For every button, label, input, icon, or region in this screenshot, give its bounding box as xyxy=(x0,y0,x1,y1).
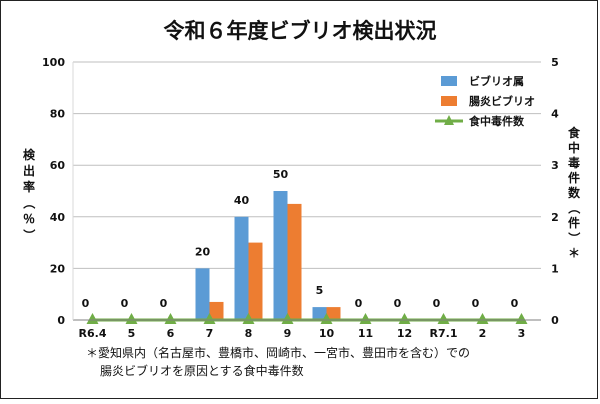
bar-vibrio xyxy=(195,268,210,320)
x-tick-label: 12 xyxy=(397,327,412,340)
line-marker xyxy=(437,313,450,324)
grid-lines xyxy=(73,61,541,269)
data-label: 40 xyxy=(234,194,250,207)
bars xyxy=(195,191,341,320)
axis-title-char: 中 xyxy=(568,140,580,155)
x-tick-label: 2 xyxy=(479,327,487,340)
axis-title-char: 毒 xyxy=(568,155,580,170)
axis-title-char: 出 xyxy=(23,163,35,178)
line-marker xyxy=(164,313,177,324)
line-marker xyxy=(359,313,372,324)
line-marker xyxy=(515,313,528,324)
y-right-tick-label: 1 xyxy=(551,262,559,275)
y-left-tick-label: 60 xyxy=(50,159,66,172)
data-label: 0 xyxy=(511,297,519,310)
data-label: 0 xyxy=(394,297,402,310)
legend-label: 食中毒件数 xyxy=(469,114,525,128)
bar-vp xyxy=(287,203,302,320)
axis-title-char: （ xyxy=(22,197,37,209)
x-tick-label: 3 xyxy=(518,327,526,340)
y-left-tick-label: 100 xyxy=(42,56,65,69)
x-tick-label: 6 xyxy=(167,327,175,340)
data-label: 0 xyxy=(160,297,168,310)
bar-vp xyxy=(326,307,341,320)
y-right-tick-label: 4 xyxy=(551,108,559,121)
footnote-line-1: ＊愛知県内（名古屋市、豊橋市、岡崎市、一宮市、豊田市を含む）での xyxy=(86,345,470,360)
data-label: 0 xyxy=(355,297,363,310)
y-left-axis-title: 検出率 （ ％ ） xyxy=(22,147,37,241)
footnote-line-2: 腸炎ビブリオを原因とする食中毒件数 xyxy=(100,363,304,378)
data-label: 0 xyxy=(121,297,129,310)
line-marker xyxy=(320,313,333,324)
line-marker xyxy=(281,313,294,324)
y-left-tick-label: 0 xyxy=(57,314,65,327)
y-left-tick-label: 80 xyxy=(50,108,66,121)
y-right-tick-label: 0 xyxy=(551,314,559,327)
y-right-tick-label: 2 xyxy=(551,211,559,224)
x-tick-label: 10 xyxy=(319,327,335,340)
x-tick-label: 5 xyxy=(128,327,136,340)
legend-label: ビブリオ属 xyxy=(469,74,524,88)
axis-title-char: （ xyxy=(567,202,582,214)
chart-title: 令和６年度ビブリオ検出状況 xyxy=(164,19,437,43)
bar-vibrio xyxy=(312,307,327,320)
line-series xyxy=(86,313,528,324)
bar-vp xyxy=(209,301,224,320)
x-tick-label: 7 xyxy=(206,327,214,340)
axis-title-char: ％ xyxy=(23,212,35,226)
axis-title-char: 件 xyxy=(568,215,580,230)
axis-title-char: ＊ xyxy=(568,246,580,260)
y-left-tick-label: 20 xyxy=(50,262,66,275)
x-tick-label: R7.1 xyxy=(430,327,458,340)
data-label: 0 xyxy=(433,297,441,310)
legend-marker xyxy=(444,115,454,125)
axis-title-char: 件 xyxy=(568,170,580,185)
y-right-tick-label: 3 xyxy=(551,159,559,172)
line-marker xyxy=(476,313,489,324)
axis-title-char: ） xyxy=(567,232,582,244)
axis-title-char: 数 xyxy=(568,185,581,200)
data-label: 50 xyxy=(273,168,289,181)
y-right-axis-title: 食中毒件数（件）＊ xyxy=(567,125,582,260)
legend-swatch xyxy=(441,96,457,106)
line-marker xyxy=(242,313,255,324)
axis-title-char: ） xyxy=(22,229,37,241)
line-marker xyxy=(86,313,99,324)
axis-title-char: 率 xyxy=(23,179,35,194)
data-label: 0 xyxy=(472,297,480,310)
data-label: 0 xyxy=(82,297,90,310)
line-marker xyxy=(203,313,216,324)
axis-titles: 検出率（％）食中毒件数（件）＊ xyxy=(22,125,582,260)
axis-title-char: 検 xyxy=(23,147,36,162)
data-label: 5 xyxy=(316,284,324,297)
bar-vibrio xyxy=(234,216,249,320)
legend-swatch xyxy=(441,76,457,86)
line-marker xyxy=(125,313,138,324)
axis-title-char: 食 xyxy=(567,125,581,140)
x-tick-label: 11 xyxy=(358,327,373,340)
bar-vp xyxy=(248,242,263,320)
bar-vibrio xyxy=(273,191,288,320)
y-right-tick-label: 5 xyxy=(551,56,559,69)
x-tick-label: 8 xyxy=(245,327,253,340)
legend-label: 腸炎ビブリオ xyxy=(469,94,535,108)
x-tick-label: R6.4 xyxy=(79,327,107,340)
x-tick-label: 9 xyxy=(284,327,292,340)
data-label: 20 xyxy=(195,245,211,258)
y-left-tick-label: 40 xyxy=(50,211,66,224)
line-marker xyxy=(398,313,411,324)
